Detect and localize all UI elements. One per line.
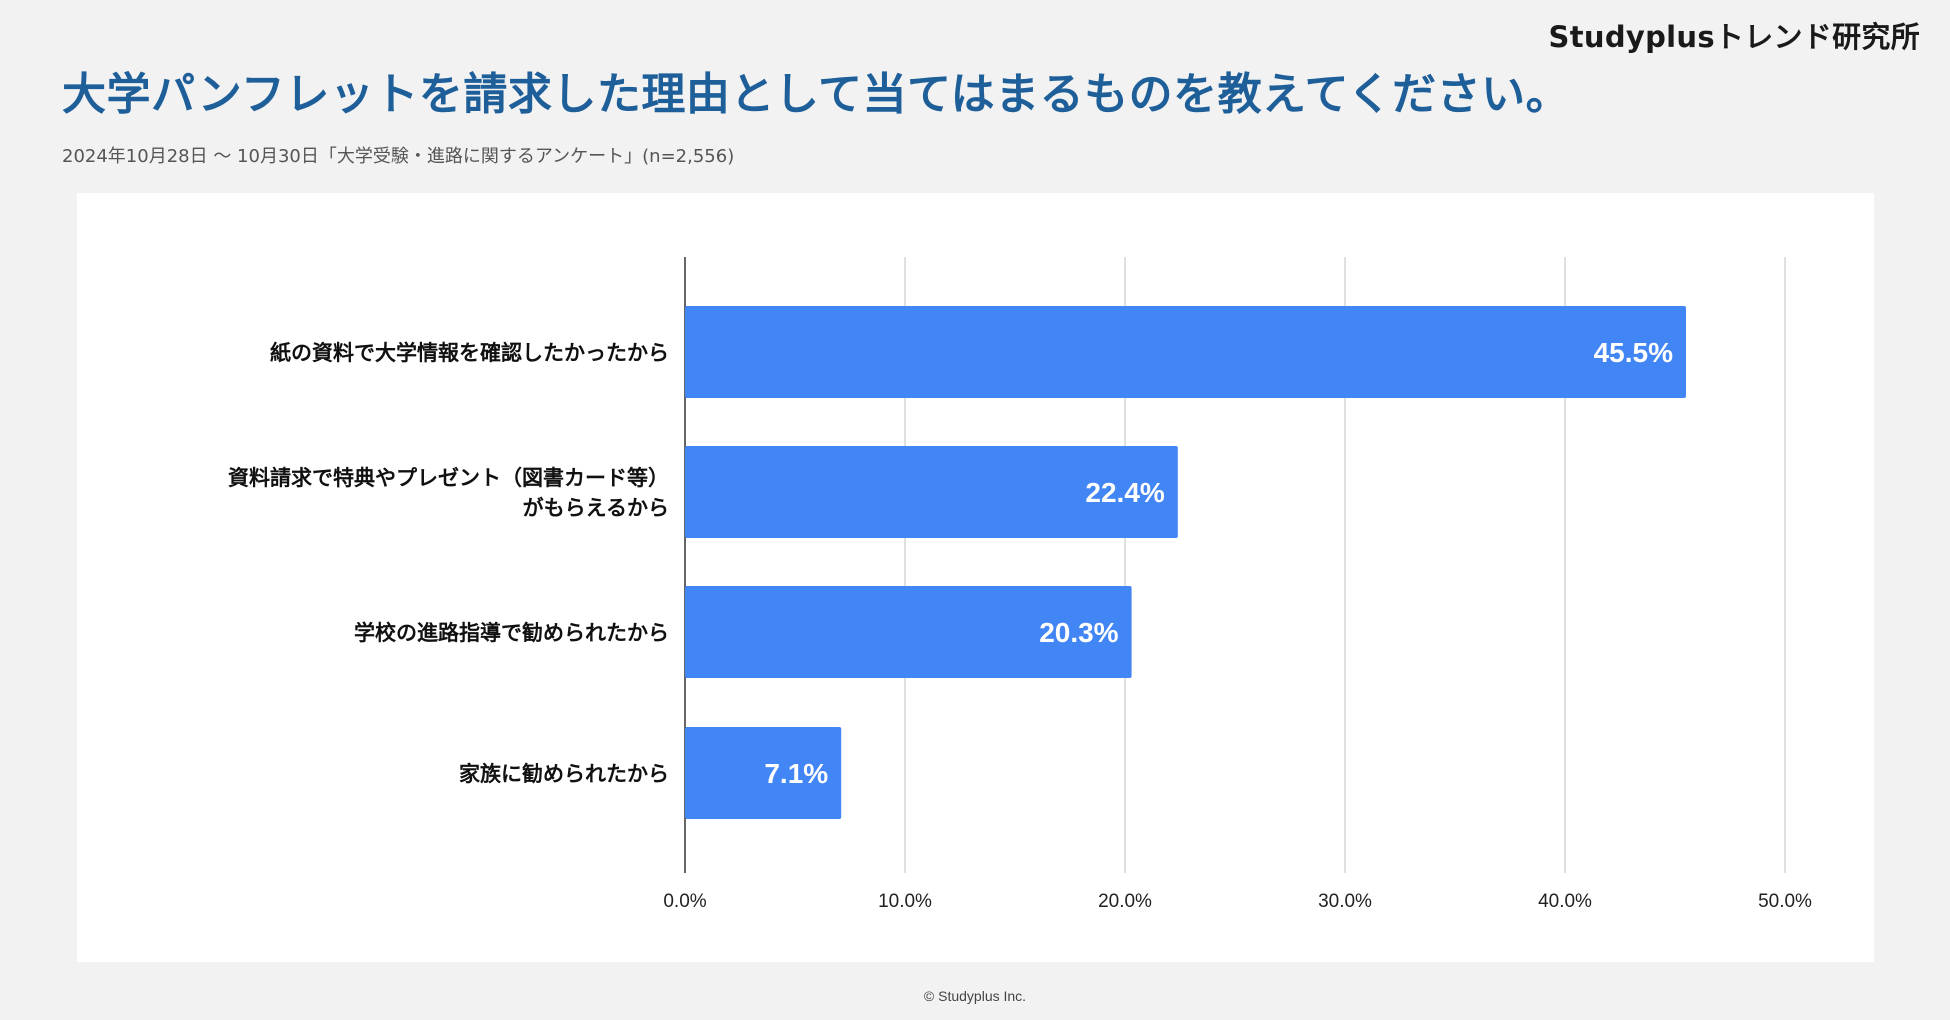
category-label: 家族に勧められたから xyxy=(459,762,669,786)
page-title: 大学パンフレットを請求した理由として当てはまるものを教えてください。 xyxy=(62,69,1571,120)
x-tick-label: 10.0% xyxy=(878,891,932,912)
survey-subtitle: 2024年10月28日 〜 10月30日「大学受験・進路に関するアンケート」(n… xyxy=(62,146,735,167)
category-label-line: 紙の資料で大学情報を確認したかったから xyxy=(270,341,669,365)
category-label-line: 学校の進路指導で勧められたから xyxy=(354,621,669,645)
chart-panel: 45.5% 22.4% 20.3% 7.1% 紙の資料で大学情報を確認したかったから資… xyxy=(77,193,1874,962)
category-label: 学校の進路指導で勧められたから xyxy=(354,621,669,645)
brand-logo-text: Studyplusトレンド研究所 xyxy=(1548,20,1920,54)
x-tick-label: 0.0% xyxy=(663,891,706,912)
bar-value-label: 22.4% xyxy=(1085,477,1164,508)
bar-chart: 45.5% 22.4% 20.3% 7.1% 紙の資料で大学情報を確認したかったから資… xyxy=(228,257,1812,912)
copyright-text: © Studyplus Inc. xyxy=(923,988,1027,1004)
bar-value-label: 20.3% xyxy=(1039,617,1118,648)
x-tick-label: 30.0% xyxy=(1318,891,1372,912)
category-labels: 紙の資料で大学情報を確認したかったから資料請求で特典やプレゼント（図書カード等）… xyxy=(228,341,669,786)
x-tick-label: 40.0% xyxy=(1538,891,1592,912)
bar xyxy=(685,306,1686,398)
bars: 45.5% 22.4% 20.3% 7.1% xyxy=(685,306,1686,819)
category-label: 資料請求で特典やプレゼント（図書カード等） がもらえるから xyxy=(228,466,669,520)
x-tick-label: 50.0% xyxy=(1758,891,1812,912)
x-tick-label: 20.0% xyxy=(1098,891,1152,912)
bar-value-label: 45.5% xyxy=(1594,337,1673,368)
category-label-line: 資料請求で特典やプレゼント（図書カード等） xyxy=(228,466,669,490)
category-label-line: がもらえるから xyxy=(523,496,669,520)
bar-value-label: 7.1% xyxy=(764,758,828,789)
category-label: 紙の資料で大学情報を確認したかったから xyxy=(270,341,669,365)
bar xyxy=(685,727,842,819)
category-label-line: 家族に勧められたから xyxy=(459,762,669,786)
bar xyxy=(685,586,1132,678)
bar xyxy=(685,446,1178,538)
x-tick-labels: 0.0% 10.0% 20.0% 30.0% 40.0% 50.0% xyxy=(663,891,1812,912)
